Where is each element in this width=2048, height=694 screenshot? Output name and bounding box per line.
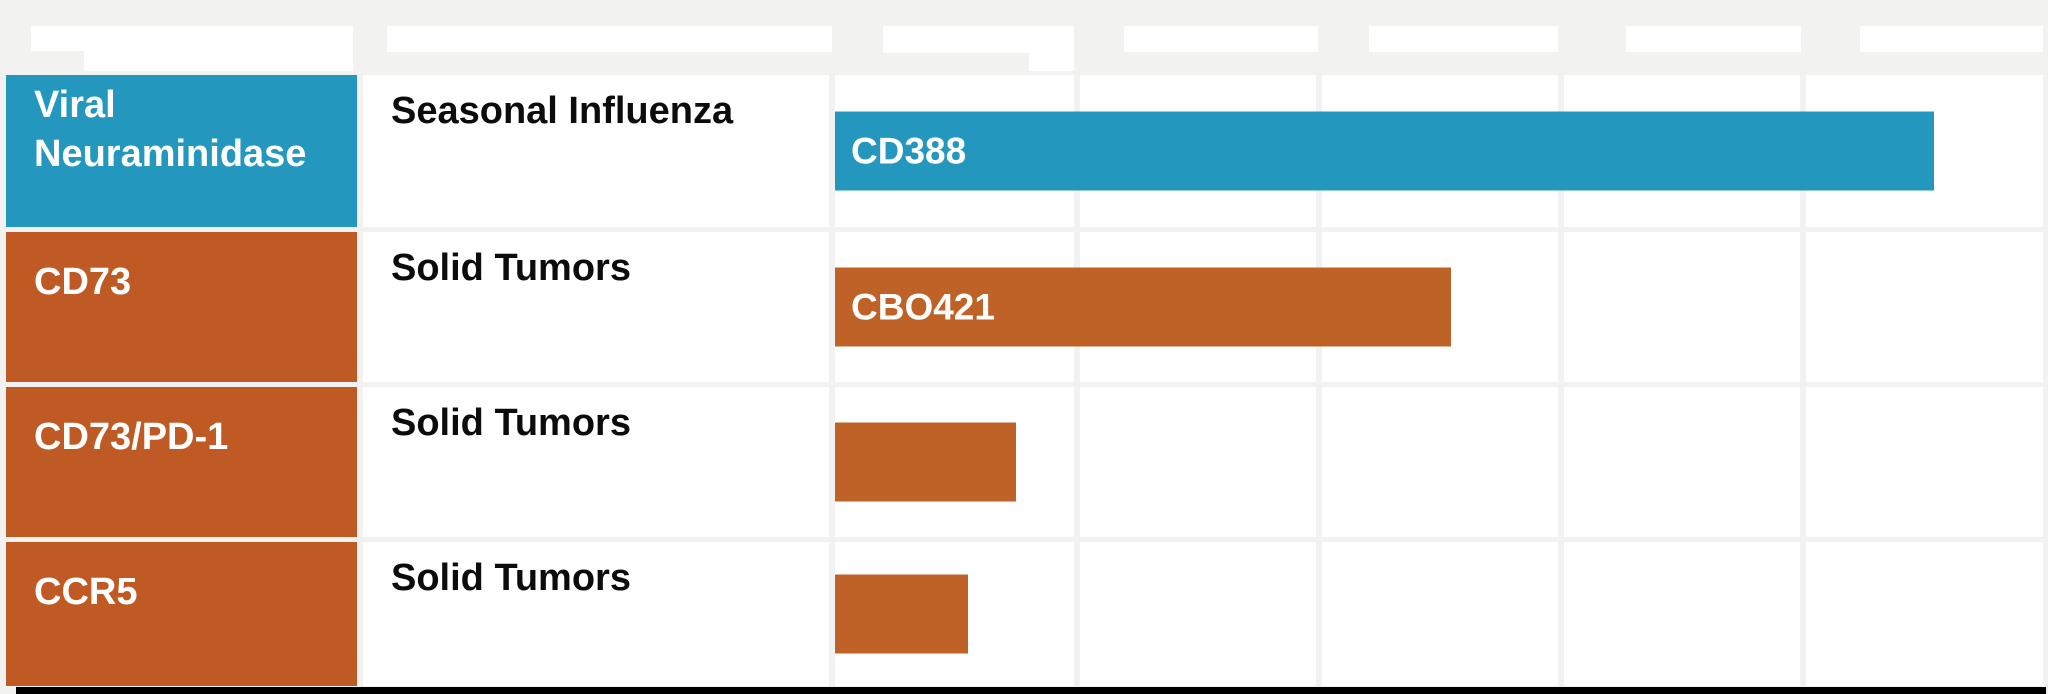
phase-track: CD388	[829, 75, 2043, 227]
indication-label: Solid Tumors	[391, 247, 631, 289]
indication-cell: Solid Tumors	[363, 387, 829, 537]
program-label: CD388	[851, 130, 967, 171]
header-placeholder-phase-5	[1860, 26, 2043, 52]
phase-track	[829, 542, 2043, 686]
indication-cell: Seasonal Influenza	[363, 75, 829, 227]
pipeline-row: Viral Neuraminidase Seasonal Influenza C…	[0, 75, 2048, 227]
pipeline-row: CD73 Solid Tumors CBO421	[0, 232, 2048, 382]
indication-cell: Solid Tumors	[363, 232, 829, 382]
phase-gridline	[1316, 75, 1322, 686]
phase-track	[829, 387, 2043, 537]
indication-label: Seasonal Influenza	[391, 90, 734, 132]
pipeline-row: CCR5 Solid Tumors	[0, 542, 2048, 686]
phase-gridline	[1800, 75, 1806, 686]
phase-gridline	[1074, 75, 1080, 686]
indication-cell: Solid Tumors	[363, 542, 829, 686]
target-cell: CD73/PD-1	[6, 387, 357, 537]
header-placeholder-phase-2	[1124, 26, 1318, 52]
target-label: Viral Neuraminidase	[34, 84, 307, 176]
pipeline-row: CD73/PD-1 Solid Tumors	[0, 387, 2048, 537]
header-placeholder-phase-3	[1369, 26, 1558, 52]
phase-track: CBO421	[829, 232, 2043, 382]
target-label: CD73/PD-1	[34, 416, 229, 458]
indication-label: Solid Tumors	[391, 402, 631, 444]
target-label: CD73	[34, 261, 132, 303]
program-bar	[835, 574, 968, 654]
phase-gridline	[1558, 75, 1564, 686]
program-bar	[835, 422, 1016, 502]
section-divider	[16, 687, 2046, 694]
program-bar: CD388	[835, 111, 1934, 191]
program-label: CBO421	[851, 286, 995, 327]
header-placeholder-indication	[387, 26, 832, 52]
phase-gridline	[829, 75, 835, 686]
header-placeholder-phase-1	[883, 26, 1074, 53]
indication-label: Solid Tumors	[391, 557, 631, 599]
header-placeholder-phase-1-tab	[1029, 49, 1074, 71]
target-cell: Viral Neuraminidase	[6, 75, 357, 227]
target-cell: CD73	[6, 232, 357, 382]
header-placeholder-target-2	[84, 26, 353, 71]
program-bar: CBO421	[835, 267, 1451, 347]
header-placeholder-phase-4	[1626, 26, 1801, 52]
target-cell: CCR5	[6, 542, 357, 686]
target-label: CCR5	[34, 571, 138, 613]
